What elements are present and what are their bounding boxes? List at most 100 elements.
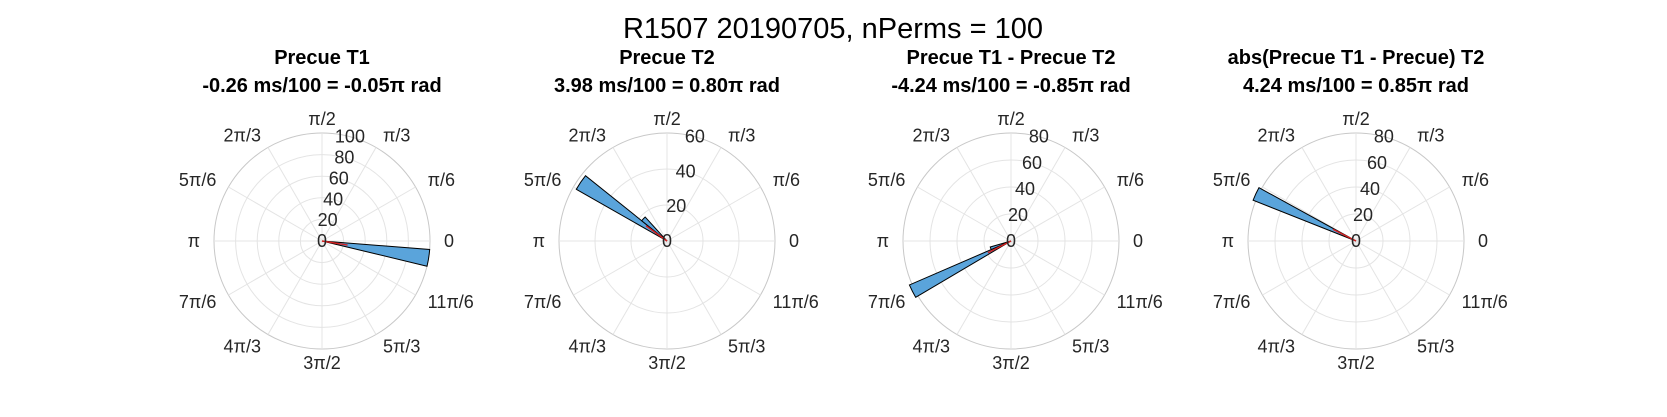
plot-1-angle-tick-label-6: π xyxy=(188,231,200,251)
plot-1-angle-tick-label-11: 11π/6 xyxy=(428,292,474,312)
plot-1-angle-tick-label-1: π/6 xyxy=(428,170,455,190)
plot-2-spoke-8 xyxy=(612,240,668,335)
plot-3-angle-tick-label-6: π xyxy=(877,231,889,251)
plot-3-r-tick-label-0: 0 xyxy=(1006,231,1016,251)
plot-1-spoke-5 xyxy=(228,186,323,242)
plot-2-angle-tick-label-4: 2π/3 xyxy=(569,125,606,145)
plot-4-angle-tick-label-11: 11π/6 xyxy=(1462,292,1508,312)
plot-1-r-tick-label-100: 100 xyxy=(335,127,365,147)
plot-2-angle-tick-label-8: 4π/3 xyxy=(569,337,606,357)
plot-2-spoke-1 xyxy=(666,186,761,242)
plot-3-angle-tick-label-11: 11π/6 xyxy=(1117,292,1163,312)
plot-1-r-tick-label-40: 40 xyxy=(323,189,343,209)
plot-4-angle-tick-label-7: 7π/6 xyxy=(1213,292,1250,312)
plot-1-polar-axes: 0204060801000π/6π/3π/22π/35π/6π7π/64π/33… xyxy=(179,109,474,373)
plot-2-r-tick-label-0: 0 xyxy=(662,231,672,251)
plot-1-angle-tick-label-2: π/3 xyxy=(383,125,410,145)
plot-1-spoke-1 xyxy=(321,186,416,242)
polar-plot-4: abs(Precue T1 - Precue) T2 4.24 ms/100 =… xyxy=(1213,47,1508,373)
plot-3-polar-axes: 0 20 40 60 80 0 π/6 π/3 π/2 2π/3 5π/6 π 7π/6 4π/3 3π/2… xyxy=(868,109,1163,373)
plot-2-spoke-10 xyxy=(666,240,722,335)
plot-4-angle-tick-label-9: 3π/2 xyxy=(1337,353,1374,373)
plot-4-r-tick-label-0: 0 xyxy=(1351,231,1361,251)
plot-1-spoke-10 xyxy=(321,240,377,335)
plot-1-r-tick-label-80: 80 xyxy=(334,148,354,168)
plot-3-angle-tick-label-0: 0 xyxy=(1133,231,1143,251)
plot-4-spoke-11 xyxy=(1355,240,1450,296)
polar-plot-1: Precue T1 -0.26 ms/100 = -0.05π rad 0204… xyxy=(179,47,474,373)
plot-3-angle-tick-label-5: 5π/6 xyxy=(868,170,905,190)
plot-2-spoke-7 xyxy=(573,240,668,296)
plot-2-angle-tick-label-11: 11π/6 xyxy=(773,292,819,312)
plot-4-spoke-2 xyxy=(1355,147,1411,242)
plot-2-angle-tick-label-2: π/3 xyxy=(728,125,755,145)
plot-1-angle-tick-label-0: 0 xyxy=(444,231,454,251)
plot-3-histogram-bar-0 xyxy=(908,240,1012,299)
plot-1-mean-line xyxy=(321,240,348,246)
plot-3-angle-tick-label-7: 7π/6 xyxy=(868,292,905,312)
figure-suptitle: R1507 20190705, nPerms = 100 xyxy=(623,13,1043,45)
plot-2-histogram-bar-0 xyxy=(575,175,668,242)
plot-1-angle-tick-label-3: π/2 xyxy=(308,109,335,129)
plot-3-angle-tick-label-8: 4π/3 xyxy=(913,337,950,357)
plot-1-spoke-8 xyxy=(267,240,323,335)
plot-4-angle-tick-label-6: π xyxy=(1222,231,1234,251)
plot-2-angle-tick-label-7: 7π/6 xyxy=(524,292,561,312)
plot-3-spoke-1 xyxy=(1010,186,1105,242)
plot-1-title-line2: -0.26 ms/100 = -0.05π rad xyxy=(202,75,441,97)
plot-1-r-tick-label-20: 20 xyxy=(318,210,338,230)
plot-2-angle-tick-label-3: π/2 xyxy=(653,109,680,129)
plot-1-angle-tick-label-10: 5π/3 xyxy=(383,337,420,357)
plot-3-angle-tick-label-4: 2π/3 xyxy=(913,125,950,145)
plot-1-angle-tick-label-8: 4π/3 xyxy=(224,337,261,357)
plot-4-spoke-7 xyxy=(1262,240,1357,296)
plot-1-histogram-bar-0 xyxy=(321,240,431,267)
plot-2-angle-tick-label-5: 5π/6 xyxy=(524,170,561,190)
plot-3-angle-tick-label-1: π/6 xyxy=(1117,170,1144,190)
plot-2-angle-tick-label-9: 3π/2 xyxy=(648,353,685,373)
plot-1-spoke-2 xyxy=(321,147,377,242)
plot-3-spoke-4 xyxy=(956,147,1012,242)
plot-2-angle-tick-label-6: π xyxy=(533,231,545,251)
plot-4-spoke-1 xyxy=(1355,186,1450,242)
plot-3-title-line2: -4.24 ms/100 = -0.85π rad xyxy=(891,75,1130,97)
polar-plot-2: Precue T2 3.98 ms/100 = 0.80π rad 0 20 40 6… xyxy=(524,47,819,373)
plot-2-spoke-4 xyxy=(612,147,668,242)
plot-3-angle-tick-label-10: 5π/3 xyxy=(1072,337,1109,357)
plot-2-angle-tick-label-1: π/6 xyxy=(773,170,800,190)
plot-3-spoke-8 xyxy=(956,240,1012,335)
plot-2-histogram-bar-1 xyxy=(641,216,668,242)
plot-3-title-line1: Precue T1 - Precue T2 xyxy=(907,47,1116,69)
plot-4-r-tick-label-20: 20 xyxy=(1353,205,1373,225)
plot-1-r-tick-label-0: 0 xyxy=(317,231,327,251)
plot-4-spoke-8 xyxy=(1301,240,1357,335)
plot-3-r-tick-label-20: 20 xyxy=(1008,205,1028,225)
plot-4-r-tick-label-80: 80 xyxy=(1374,127,1394,147)
plot-3-angle-tick-label-3: π/2 xyxy=(997,109,1024,129)
plot-1-angle-tick-label-9: 3π/2 xyxy=(303,353,340,373)
plot-3-angle-tick-label-2: π/3 xyxy=(1072,125,1099,145)
plot-4-r-tick-label-40: 40 xyxy=(1360,179,1380,199)
plot-2-mean-line xyxy=(645,225,668,242)
plot-3-r-tick-label-80: 80 xyxy=(1029,127,1049,147)
plot-3-r-tick-label-60: 60 xyxy=(1022,153,1042,173)
plot-3-spoke-2 xyxy=(1010,147,1066,242)
plot-1-spoke-4 xyxy=(267,147,323,242)
plot-4-polar-axes: 0 20 40 60 80 0 π/6 π/3 π/2 2π/3 5π/6 π 7π/6 4π/3 3π/2… xyxy=(1213,109,1508,373)
plot-2-spoke-2 xyxy=(666,147,722,242)
plot-1-angle-tick-label-7: 7π/6 xyxy=(179,292,216,312)
plot-1-spoke-7 xyxy=(228,240,323,296)
plot-4-angle-tick-label-2: π/3 xyxy=(1417,125,1444,145)
plot-4-angle-tick-label-4: 2π/3 xyxy=(1258,125,1295,145)
plot-4-mean-line xyxy=(1332,228,1357,242)
plot-2-r-tick-label-60: 60 xyxy=(685,127,705,147)
plot-4-angle-tick-label-1: π/6 xyxy=(1462,170,1489,190)
plot-2-angle-tick-label-10: 5π/3 xyxy=(728,337,765,357)
plot-1-angle-tick-label-5: 5π/6 xyxy=(179,170,216,190)
plot-3-spoke-5 xyxy=(917,186,1012,242)
plot-3-spoke-11 xyxy=(1010,240,1105,296)
plot-4-angle-tick-label-10: 5π/3 xyxy=(1417,337,1454,357)
plot-1-spoke-11 xyxy=(321,240,416,296)
plot-4-histogram-bar-0 xyxy=(1252,186,1357,242)
